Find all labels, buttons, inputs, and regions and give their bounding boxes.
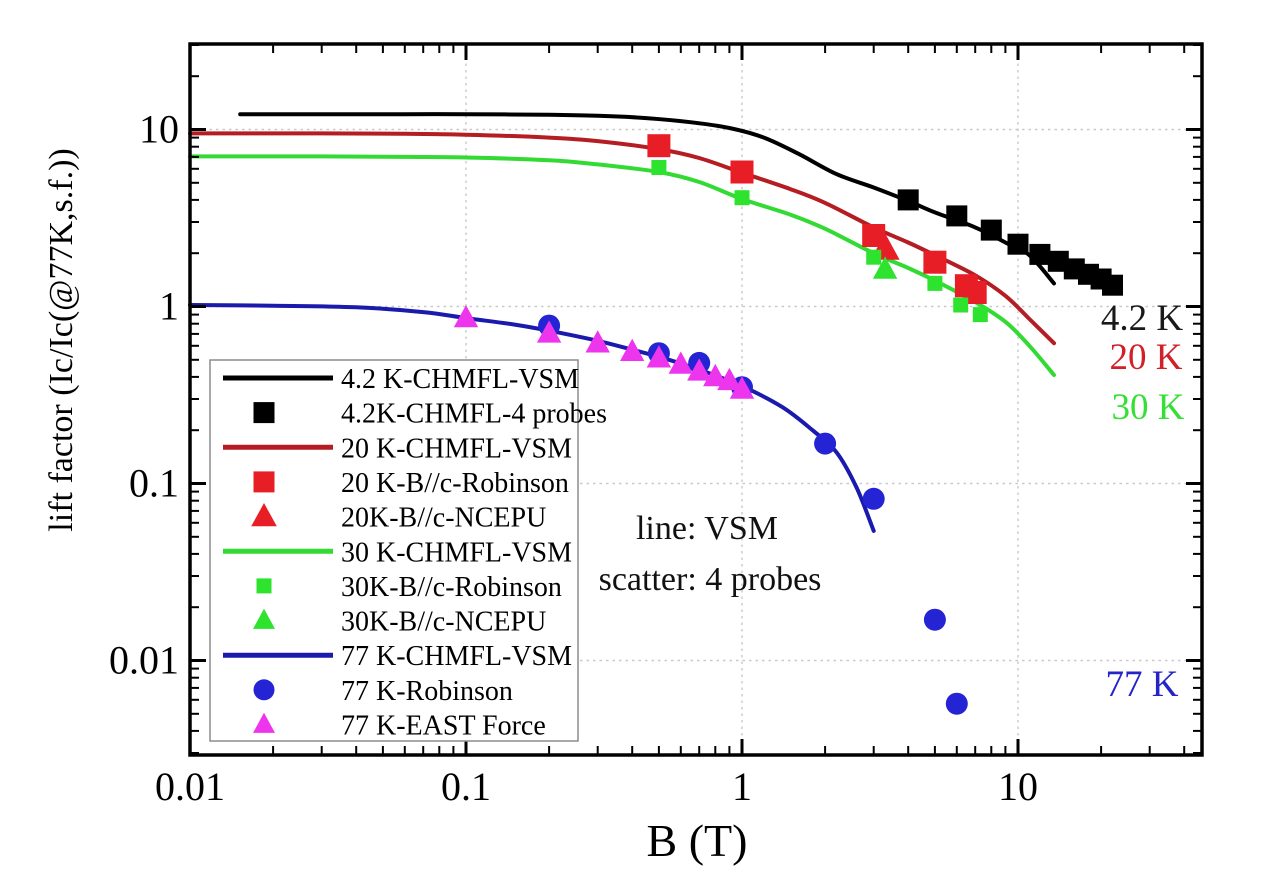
legend-triangle-swatch [253,608,275,629]
marker-circle [923,608,946,631]
legend-item-label: 30K-B//c-NCEPU [341,607,546,638]
legend-triangle-swatch [251,503,277,527]
marker-triangle [729,376,755,399]
legend-square-swatch [256,578,272,594]
marker-square [953,297,969,313]
legend-item-20k-b-c-ncepu: 20K-B//c-NCEPU [251,503,546,534]
marker-square [730,160,754,184]
tick-label-layer: 0.01 0.1 1 10 10 1 0.1 0.01 [109,107,1038,810]
x-tick-label: 0.1 [441,764,491,809]
marker-square [963,281,987,304]
marker-triangle [687,358,712,381]
x-tick-label: 1 [732,764,752,809]
curve-label-20k: 20 K [1110,337,1183,378]
legend-item-30k-b-c-ncepu: 30K-B//c-NCEPU [253,607,546,638]
series-scatter-20-k-b-c-robinson [647,134,987,304]
y-axis-label: lift factor (Ic/Ic(@77K,s.f.)) [43,148,80,531]
series-line-20-k-chmfl-vsm [188,131,1056,346]
curve-label-30k: 30 K [1112,387,1185,428]
marker-triangle [668,351,693,374]
marker-square [1102,274,1123,296]
curve-label-4-2k: 4.2 K [1101,298,1184,339]
annotation-line-vsm: line: VSM [636,510,778,547]
marker-triangle [646,345,672,368]
legend-item-20-k-chmfl-vsm: 20 K-CHMFL-VSM [223,433,572,464]
series-scatter-77-k-east-force [453,305,755,399]
legend-item-30-k-chmfl-vsm: 30 K-CHMFL-VSM [223,537,572,568]
marker-square [1029,243,1051,265]
y-tick-label: 0.01 [109,638,179,683]
marker-circle [814,432,837,455]
y-tick-label: 0.1 [129,461,179,506]
marker-triangle [536,320,562,343]
marker-circle [862,487,885,510]
legend-item-4-2-k-chmfl-vsm: 4.2 K-CHMFL-VSM [223,364,579,395]
legend-item-label: 20 K-CHMFL-VSM [341,433,572,464]
marker-circle [945,692,968,715]
legend-item-77-k-east-force: 77 K-EAST Force [253,711,546,742]
legend-triangle-swatch [253,712,275,733]
marker-triangle [620,338,645,361]
marker-square [647,134,671,158]
series-line-77-k-chmfl-vsm [188,303,876,533]
marker-square [651,160,667,175]
legend-item-77-k-chmfl-vsm: 77 K-CHMFL-VSM [223,641,572,672]
marker-triangle [717,367,742,391]
y-tick-label: 10 [139,107,179,152]
marker-square [897,189,919,211]
x-axis-label: B (T) [647,815,748,866]
marker-square [927,275,943,291]
series-layer [188,112,1123,715]
x-tick-label: 10 [998,764,1038,809]
legend-item-label: 77 K-Robinson [341,676,513,707]
legend-circle-swatch [253,679,275,701]
legend-square-swatch [253,402,275,424]
curve-label-77k: 77 K [1106,664,1179,705]
marker-triangle [703,363,728,387]
legend-item-77-k-robinson: 77 K-Robinson [253,676,513,707]
marker-triangle [585,330,610,353]
marker-square [1007,233,1029,255]
marker-square [923,250,947,274]
marker-square [866,249,882,265]
legend-square-swatch [253,471,275,493]
axes-layer [188,42,1204,757]
marker-square [1047,250,1069,272]
legend-item-4-2k-chmfl-4-probes: 4.2K-CHMFL-4 probes [253,399,607,430]
series-scatter-30k-b-c-robinson [651,160,988,323]
marker-square [862,224,886,247]
marker-square [980,219,1002,241]
legend-item-label: 4.2K-CHMFL-4 probes [341,399,607,430]
legend-item-label: 30 K-CHMFL-VSM [341,537,572,568]
legend-item-label: 30K-B//c-Robinson [341,572,562,603]
legend-item-label: 20 K-B//c-Robinson [341,468,569,499]
legend-item-label: 4.2 K-CHMFL-VSM [341,364,579,395]
legend-item-20-k-b-c-robinson: 20 K-B//c-Robinson [253,468,569,499]
marker-square [972,307,988,323]
text-layer: lift factor (Ic/Ic(@77K,s.f.)) B (T) lin… [43,148,1185,866]
legend-item-label: 20K-B//c-NCEPU [341,503,546,534]
x-tick-label: 0.01 [155,764,225,809]
marker-triangle [453,305,479,328]
legend-item-30k-b-c-robinson: 30K-B//c-Robinson [256,572,562,603]
series-scatter-4-2k-chmfl-4-probes [897,189,1123,296]
legend-item-label: 77 K-CHMFL-VSM [341,641,572,672]
marker-square [734,190,750,206]
marker-triangle [872,256,898,279]
series-scatter-30k-b-c-ncepu [872,256,898,279]
annotation-scatter-probes: scatter: 4 probes [599,561,822,598]
y-tick-label: 1 [159,284,179,329]
legend-item-label: 77 K-EAST Force [341,711,546,742]
marker-square [946,205,968,227]
series-line-4-2-k-chmfl-vsm [238,112,1056,286]
